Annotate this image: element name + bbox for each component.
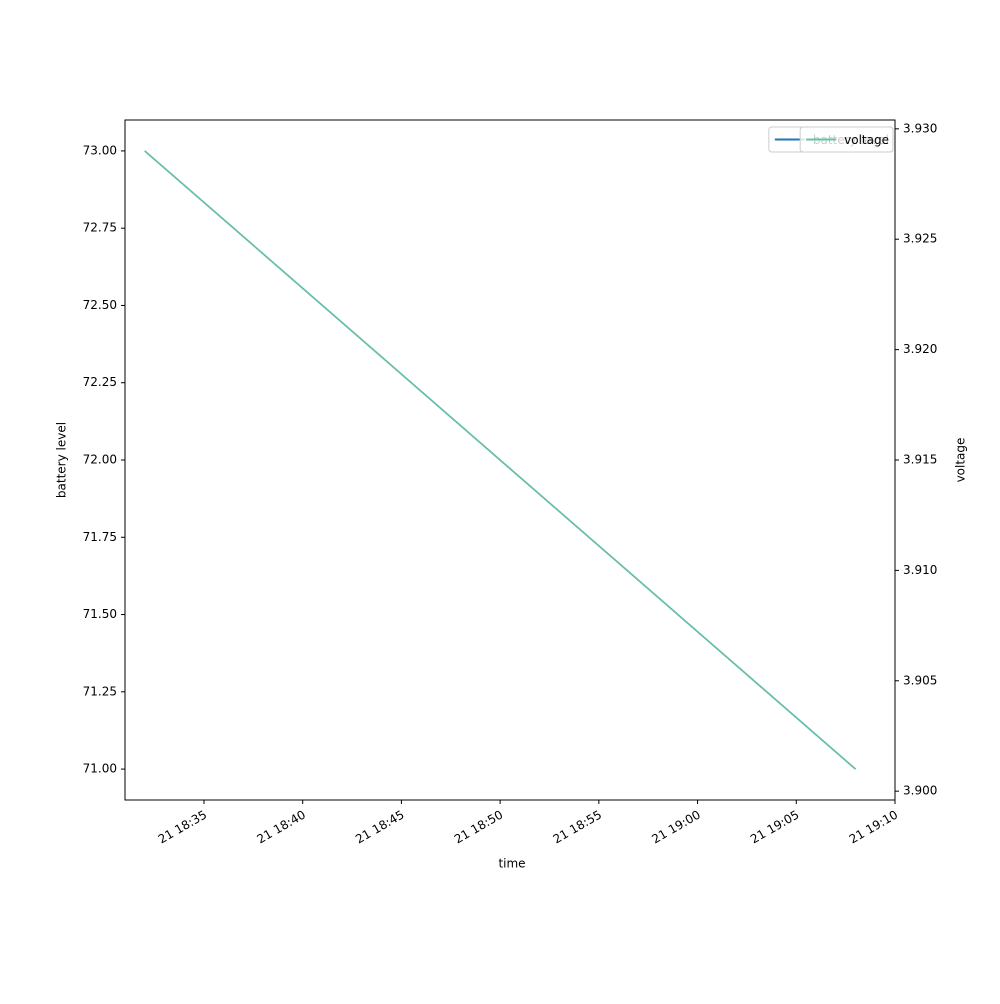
y-tick-label: 71.00: [83, 762, 117, 776]
y-tick-label: 72.00: [83, 453, 117, 467]
y2-tick-label: 3.915: [903, 453, 937, 467]
y2-tick-label: 3.900: [903, 784, 937, 798]
y2-tick-label: 3.930: [903, 121, 937, 135]
y-tick-label: 71.50: [83, 607, 117, 621]
y2-tick-label: 3.920: [903, 342, 937, 356]
y2-tick-label: 3.910: [903, 563, 937, 577]
y-tick-label: 72.50: [83, 298, 117, 312]
legend-box: [799, 126, 894, 153]
y2-tick-label: 3.925: [903, 232, 937, 246]
y-axis-label: battery level: [55, 422, 69, 498]
y2-tick-label: 3.905: [903, 673, 937, 687]
y-tick-label: 73.00: [83, 143, 117, 157]
y-tick-label: 71.75: [83, 530, 117, 544]
y-tick-label: 72.75: [83, 221, 117, 235]
y-tick-label: 71.25: [83, 684, 117, 698]
y-tick-label: 72.25: [83, 375, 117, 389]
line-series: [144, 150, 857, 770]
x-axis-label: time: [498, 857, 525, 871]
y2-axis-label: voltage: [954, 438, 968, 483]
plot-frame: [124, 119, 896, 801]
legend-label: voltage: [844, 133, 889, 147]
